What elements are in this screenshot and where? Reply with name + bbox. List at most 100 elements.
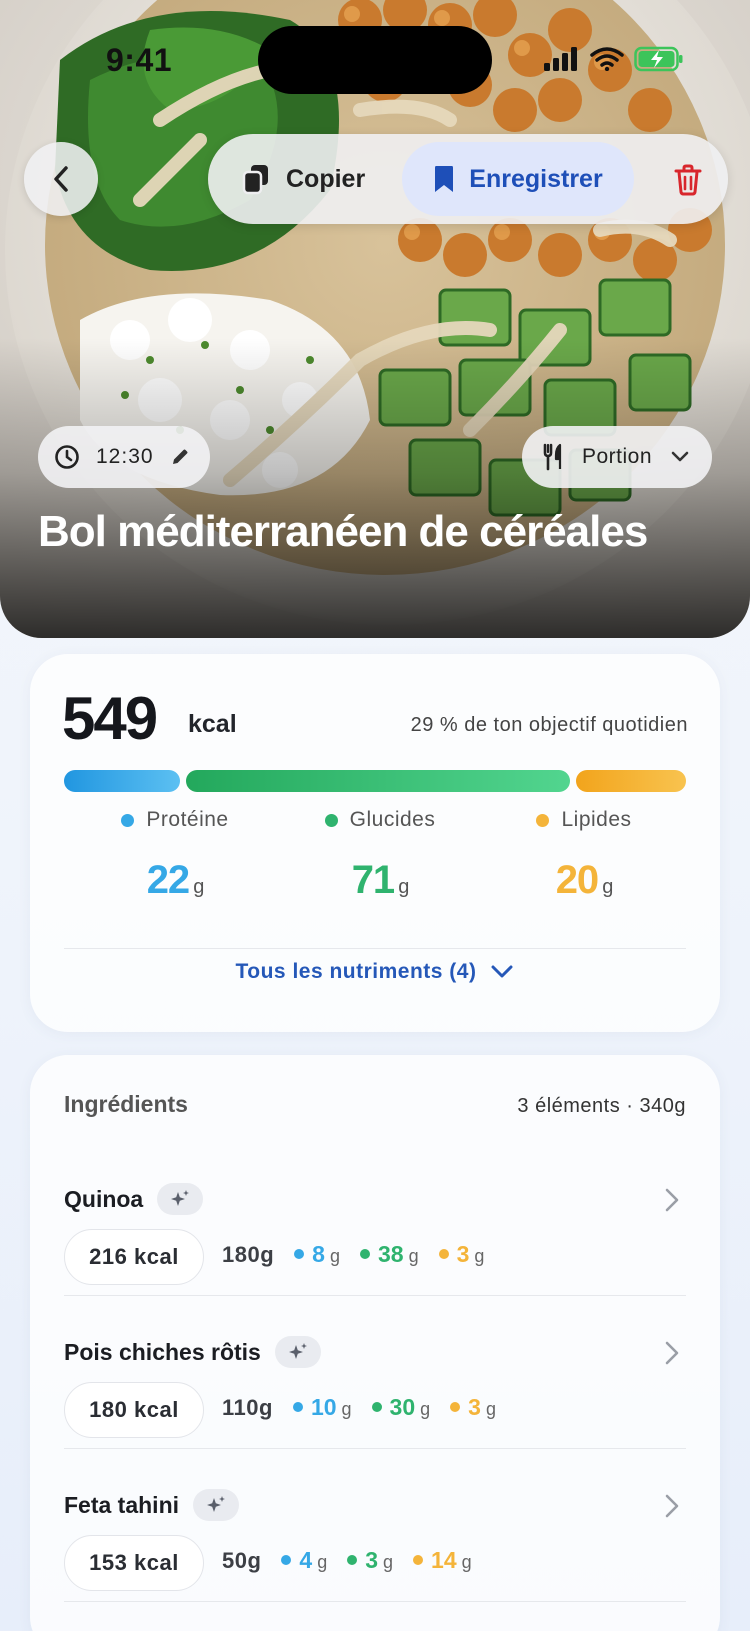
- unit: g: [485, 1399, 496, 1419]
- wifi-icon: [590, 47, 624, 71]
- portion-selector[interactable]: Portion: [522, 426, 712, 488]
- ingredient-fat: 3: [468, 1394, 481, 1420]
- nutrition-summary-card: 549 kcal 29 % de ton objectif quotidien …: [30, 654, 720, 1032]
- ingredient-weight: 50g: [222, 1548, 262, 1573]
- card-divider: [64, 948, 686, 949]
- status-bar: 9:41: [0, 0, 750, 120]
- ingredients-title: Ingrédients: [64, 1091, 188, 1117]
- ingredient-protein: 8: [312, 1241, 325, 1267]
- carbs-label: Glucides: [349, 808, 436, 831]
- fat-dot: [536, 813, 550, 827]
- daily-goal-text: 29 % de ton objectif quotidien: [410, 714, 688, 736]
- copy-button[interactable]: Copier: [242, 156, 365, 202]
- fat-label: Lipides: [561, 808, 632, 831]
- total-kcal: 549: [62, 685, 158, 752]
- ingredient-fat: 14: [431, 1547, 457, 1573]
- chevron-right-icon: [665, 1188, 679, 1212]
- copy-label: Copier: [286, 164, 366, 193]
- ingredient-weight: 180g: [222, 1242, 275, 1267]
- carbs-value: 71: [351, 858, 395, 902]
- ingredient-kcal-pill: 216 kcal: [64, 1229, 204, 1285]
- ingredient-kcal-pill: 153 kcal: [64, 1535, 204, 1591]
- save-button[interactable]: Enregistrer: [402, 142, 634, 216]
- pencil-icon: [172, 449, 188, 464]
- status-time: 9:41: [106, 42, 173, 78]
- save-label: Enregistrer: [469, 164, 603, 193]
- macro-fat: Lipides 20 g: [484, 808, 684, 903]
- back-button[interactable]: [24, 142, 98, 216]
- ai-sparkle-badge: [193, 1489, 240, 1521]
- ingredient-carbs: 30: [389, 1394, 416, 1420]
- sparkles-icon: [207, 1496, 226, 1512]
- ai-sparkle-badge: [274, 1336, 321, 1368]
- ingredient-name: Feta tahini: [64, 1491, 180, 1518]
- meal-time-chip[interactable]: 12:30: [38, 426, 210, 488]
- unit: g: [474, 1246, 485, 1266]
- macro-carbs: Glucides 71 g: [280, 808, 480, 903]
- unit: g: [420, 1399, 431, 1419]
- protein-dot: [121, 813, 135, 827]
- ingredient-name: Quinoa: [64, 1185, 144, 1212]
- chevron-down-icon: [491, 965, 513, 978]
- protein-unit: g: [193, 876, 204, 898]
- carbs-unit: g: [398, 876, 409, 898]
- carbs-segment: [185, 770, 571, 792]
- ingredient-kcal-pill: 180 kcal: [64, 1382, 204, 1438]
- battery-charging-icon: [634, 46, 683, 72]
- meal-time: 12:30: [96, 445, 154, 468]
- chevron-down-icon: [671, 451, 689, 462]
- ingredient-protein: 4: [299, 1547, 313, 1573]
- ingredient-protein: 10: [310, 1394, 337, 1420]
- chevron-left-icon: [54, 166, 68, 192]
- sparkles-icon: [288, 1343, 307, 1359]
- macro-distribution-bar: [64, 770, 686, 792]
- carbs-dot: [324, 813, 338, 827]
- chevron-right-icon: [665, 1341, 679, 1365]
- row-divider: [64, 1448, 686, 1449]
- clock-icon: [55, 445, 79, 469]
- ingredient-weight: 110g: [222, 1395, 273, 1420]
- fat-value: 20: [555, 858, 599, 902]
- ingredient-name: Pois chiches rôtis: [64, 1338, 261, 1365]
- meal-title: Bol méditerranéen de céréales: [38, 507, 648, 556]
- trash-icon: [674, 164, 702, 196]
- protein-label: Protéine: [146, 808, 229, 831]
- fat-segment: [576, 770, 686, 792]
- protein-segment: [64, 770, 180, 792]
- delete-button[interactable]: [666, 158, 710, 202]
- ingredient-carbs: 38: [377, 1241, 404, 1267]
- all-nutrients-label: Tous les nutriments (4): [235, 960, 477, 983]
- action-toolbar: Copier Enregistrer: [208, 134, 728, 224]
- ingredient-carbs: 3: [365, 1547, 379, 1573]
- sparkles-icon: [171, 1190, 190, 1206]
- fat-unit: g: [602, 876, 613, 898]
- unit: g: [461, 1552, 472, 1572]
- unit: g: [317, 1552, 328, 1572]
- ingredients-count: 3 éléments · 340g: [517, 1095, 686, 1117]
- row-divider: [64, 1295, 686, 1296]
- unit: g: [341, 1399, 352, 1419]
- all-nutrients-button[interactable]: Tous les nutriments (4): [30, 960, 720, 984]
- ingredient-row-chickpeas[interactable]: Pois chiches rôtis 180 kcal 110g 10 g 30 g…: [30, 1334, 720, 1484]
- hero-gradient: [0, 338, 750, 638]
- unit: g: [329, 1246, 340, 1266]
- utensils-icon: [543, 443, 562, 471]
- kcal-unit: kcal: [188, 710, 237, 738]
- ai-sparkle-badge: [157, 1183, 204, 1215]
- signal-icon: [544, 47, 577, 71]
- copy-icon: [242, 165, 268, 195]
- dynamic-island: [258, 26, 492, 94]
- protein-value: 22: [146, 858, 190, 902]
- macro-protein: Protéine 22 g: [75, 808, 275, 903]
- bookmark-icon: [435, 166, 454, 192]
- unit: g: [383, 1552, 394, 1572]
- ingredients-card: Ingrédients 3 éléments · 340g Quinoa 216…: [30, 1055, 720, 1631]
- chevron-right-icon: [665, 1494, 679, 1518]
- unit: g: [408, 1246, 419, 1266]
- ingredient-fat: 3: [456, 1241, 470, 1267]
- hero-image: 9:41: [0, 0, 750, 638]
- portion-label: Portion: [582, 445, 653, 468]
- row-divider: [64, 1601, 686, 1602]
